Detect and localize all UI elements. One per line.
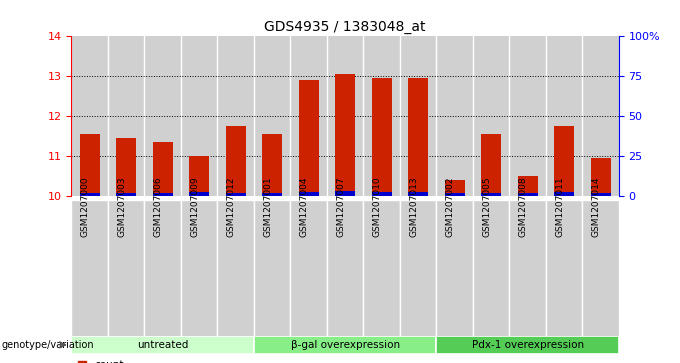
Bar bbox=[144, 36, 181, 196]
Bar bbox=[299, 80, 319, 196]
Bar bbox=[517, 193, 538, 196]
Text: GSM1207008: GSM1207008 bbox=[519, 176, 528, 237]
Text: GSM1207004: GSM1207004 bbox=[300, 176, 309, 237]
Bar bbox=[226, 193, 245, 196]
Bar bbox=[509, 36, 546, 196]
FancyBboxPatch shape bbox=[254, 336, 437, 354]
Bar bbox=[335, 191, 355, 196]
FancyBboxPatch shape bbox=[71, 200, 108, 338]
Title: GDS4935 / 1383048_at: GDS4935 / 1383048_at bbox=[265, 20, 426, 34]
Bar bbox=[437, 36, 473, 196]
Text: GSM1207011: GSM1207011 bbox=[555, 176, 564, 237]
Bar bbox=[408, 78, 428, 196]
Legend: count, percentile rank within the sample: count, percentile rank within the sample bbox=[77, 359, 271, 363]
Bar bbox=[554, 192, 574, 196]
Bar bbox=[473, 36, 509, 196]
FancyBboxPatch shape bbox=[473, 200, 509, 338]
Bar bbox=[299, 192, 319, 196]
FancyBboxPatch shape bbox=[218, 200, 254, 338]
Text: GSM1207005: GSM1207005 bbox=[482, 176, 491, 237]
FancyBboxPatch shape bbox=[144, 200, 181, 338]
FancyBboxPatch shape bbox=[181, 200, 218, 338]
Text: GSM1207001: GSM1207001 bbox=[263, 176, 272, 237]
Bar bbox=[218, 36, 254, 196]
Text: GSM1207006: GSM1207006 bbox=[154, 176, 163, 237]
Text: β-gal overexpression: β-gal overexpression bbox=[290, 340, 400, 350]
Bar bbox=[445, 180, 464, 196]
FancyBboxPatch shape bbox=[437, 200, 473, 338]
Bar bbox=[254, 36, 290, 196]
Bar bbox=[226, 126, 245, 196]
FancyBboxPatch shape bbox=[290, 200, 327, 338]
Bar bbox=[116, 138, 136, 196]
Bar bbox=[335, 74, 355, 196]
Text: genotype/variation: genotype/variation bbox=[1, 340, 94, 350]
Bar bbox=[108, 36, 144, 196]
Bar bbox=[181, 36, 218, 196]
FancyBboxPatch shape bbox=[400, 200, 437, 338]
Bar bbox=[517, 176, 538, 196]
FancyBboxPatch shape bbox=[509, 200, 546, 338]
Text: GSM1207012: GSM1207012 bbox=[226, 176, 235, 237]
Text: GSM1207002: GSM1207002 bbox=[445, 176, 455, 237]
Bar bbox=[80, 134, 100, 196]
Text: GSM1207010: GSM1207010 bbox=[373, 176, 381, 237]
Text: GSM1207009: GSM1207009 bbox=[190, 176, 199, 237]
FancyBboxPatch shape bbox=[108, 200, 144, 338]
Bar bbox=[152, 142, 173, 196]
Text: untreated: untreated bbox=[137, 340, 188, 350]
Bar bbox=[363, 36, 400, 196]
Bar bbox=[189, 192, 209, 196]
Text: Pdx-1 overexpression: Pdx-1 overexpression bbox=[471, 340, 583, 350]
Bar bbox=[481, 193, 501, 196]
Bar bbox=[590, 193, 611, 196]
Bar bbox=[71, 36, 108, 196]
Bar bbox=[189, 156, 209, 196]
FancyBboxPatch shape bbox=[363, 200, 400, 338]
Bar bbox=[445, 193, 464, 196]
Bar bbox=[546, 36, 582, 196]
Bar bbox=[371, 78, 392, 196]
Text: GSM1207003: GSM1207003 bbox=[117, 176, 126, 237]
Bar bbox=[262, 193, 282, 196]
Bar bbox=[481, 134, 501, 196]
Bar bbox=[400, 36, 437, 196]
Bar bbox=[290, 36, 327, 196]
Bar bbox=[371, 192, 392, 196]
Bar bbox=[262, 134, 282, 196]
FancyBboxPatch shape bbox=[327, 200, 363, 338]
Text: GSM1207007: GSM1207007 bbox=[336, 176, 345, 237]
Text: GSM1207013: GSM1207013 bbox=[409, 176, 418, 237]
Bar bbox=[116, 193, 136, 196]
FancyBboxPatch shape bbox=[437, 336, 619, 354]
Bar bbox=[582, 36, 619, 196]
Bar bbox=[327, 36, 363, 196]
FancyBboxPatch shape bbox=[254, 200, 290, 338]
Bar bbox=[152, 193, 173, 196]
Bar bbox=[80, 193, 100, 196]
Bar bbox=[590, 158, 611, 196]
FancyBboxPatch shape bbox=[546, 200, 582, 338]
FancyBboxPatch shape bbox=[582, 200, 619, 338]
Text: GSM1207000: GSM1207000 bbox=[81, 176, 90, 237]
Bar bbox=[554, 126, 574, 196]
FancyBboxPatch shape bbox=[71, 336, 254, 354]
Text: GSM1207014: GSM1207014 bbox=[592, 176, 600, 237]
Bar bbox=[408, 192, 428, 196]
